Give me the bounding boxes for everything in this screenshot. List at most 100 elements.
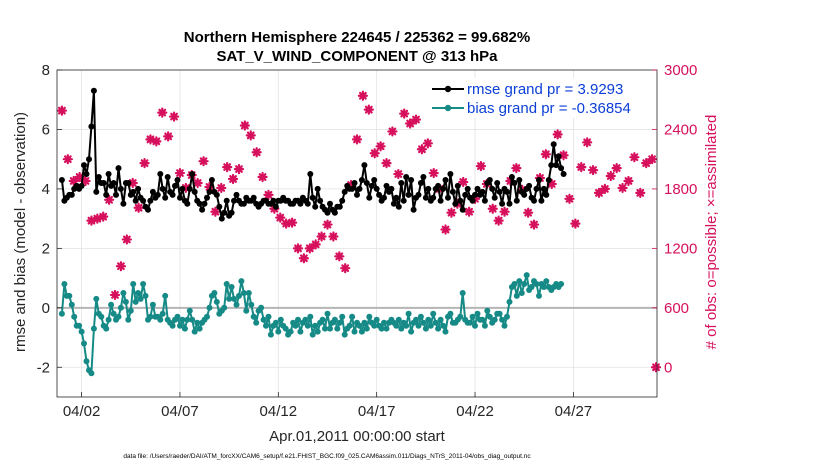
- series-lines: [58, 87, 567, 377]
- series-1-point-137: [395, 316, 402, 323]
- obs-marker-32: [245, 130, 256, 141]
- series-0-point-48: [177, 194, 183, 201]
- series-0-point-24: [117, 185, 124, 192]
- series-1-point-189: [523, 272, 530, 279]
- series-0-point-183: [508, 174, 515, 180]
- series-0-point-46: [172, 182, 178, 189]
- series-1-point-109: [327, 325, 333, 332]
- series-1-point-174: [486, 313, 493, 320]
- series-0-point-162: [457, 197, 464, 204]
- series-0-point-165: [464, 185, 471, 192]
- series-1-point-112: [334, 325, 341, 332]
- series-0-point-157: [445, 194, 451, 201]
- series-0-point-70: [231, 197, 237, 204]
- series-0-point-108: [324, 209, 331, 216]
- obs-marker-7: [98, 211, 109, 222]
- grid-lines: [57, 69, 657, 397]
- series-1-point-3: [66, 292, 73, 299]
- series-0-point-111: [331, 209, 338, 216]
- series-1-point-40: [157, 316, 164, 323]
- series-1-point-131: [381, 319, 387, 326]
- y-right-tick-label-2: 1200: [664, 240, 697, 257]
- series-0-point-53: [189, 171, 196, 177]
- obs-marker-24: [198, 156, 209, 167]
- series-1-point-45: [169, 322, 176, 329]
- series-1-point-4: [68, 301, 75, 308]
- obs-marker-84: [552, 129, 563, 140]
- series-0-point-103: [312, 203, 319, 210]
- series-1-point-1: [61, 281, 68, 287]
- series-1-point-31: [135, 290, 142, 296]
- series-0-point-120: [354, 191, 360, 198]
- series-1-point-50: [181, 325, 188, 332]
- series-1-point-75: [243, 307, 250, 314]
- x-tick-label-1: 04/07: [161, 403, 199, 420]
- series-1-point-193: [533, 281, 540, 287]
- series-0-point-118: [349, 185, 356, 192]
- obs-marker-82: [540, 149, 551, 160]
- obs-marker-60: [410, 114, 422, 125]
- series-0-point-202: [555, 153, 562, 160]
- series-0-point-148: [422, 194, 429, 201]
- series-1-point-96: [295, 316, 301, 323]
- series-0-point-139: [400, 197, 407, 204]
- series-1-point-62: [211, 290, 218, 296]
- series-1-point-69: [228, 284, 235, 290]
- series-1-point-84: [265, 313, 272, 320]
- y-right-tick-label-0: 0: [664, 359, 672, 376]
- obs-marker-46: [328, 231, 339, 242]
- series-1-point-19: [105, 316, 112, 323]
- series-1-point-108: [324, 310, 331, 317]
- series-0-point-163: [459, 206, 466, 213]
- series-1-point-101: [307, 313, 314, 320]
- series-1-point-132: [383, 325, 390, 332]
- series-0-point-121: [356, 185, 363, 192]
- obs-marker-74: [493, 215, 504, 226]
- series-0-point-175: [489, 185, 496, 192]
- series-1-point-114: [339, 313, 346, 320]
- chart-title-line2: SAT_V_WIND_COMPONENT @ 313 hPa: [216, 48, 498, 65]
- series-0-point-141: [405, 191, 412, 198]
- series-0-point-146: [417, 180, 424, 186]
- series-0-point-131: [381, 194, 387, 201]
- series-1-point-194: [536, 292, 542, 299]
- series-0-point-138: [398, 180, 405, 186]
- obs-marker-29: [227, 173, 239, 185]
- obs-marker-97: [629, 152, 640, 163]
- series-1-point-85: [267, 331, 274, 338]
- series-1-point-51: [184, 316, 191, 323]
- series-0-point-203: [558, 165, 565, 172]
- obs-marker-34: [257, 171, 268, 183]
- obs-marker-23: [192, 177, 203, 189]
- series-0-point-100: [304, 200, 311, 207]
- series-0-point-122: [358, 177, 365, 183]
- series-1-point-82: [260, 316, 267, 323]
- obs-marker-59: [405, 118, 416, 129]
- series-0-point-201: [553, 162, 560, 169]
- series-1-point-180: [501, 322, 508, 329]
- y-left-tick-label-0: -2: [37, 359, 50, 376]
- series-0-point-155: [440, 185, 447, 192]
- series-1-point-115: [341, 331, 348, 338]
- series-1-point-88: [275, 328, 282, 335]
- series-1-point-150: [427, 322, 434, 329]
- series-0-point-176: [491, 194, 498, 201]
- obs-marker-30: [233, 163, 245, 175]
- obs-marker-8: [104, 194, 115, 205]
- obs-marker-43: [310, 239, 321, 250]
- legend-label-bias: bias grand pr = -0.36854: [467, 100, 631, 117]
- series-1-point-55: [194, 319, 201, 326]
- series-0-point-0: [58, 177, 65, 183]
- x-axis-label: Apr.01,2011 00:00:00 start: [269, 428, 446, 445]
- series-1-point-36: [147, 313, 154, 320]
- series-0-point-18: [103, 191, 110, 198]
- series-1-point-186: [516, 278, 523, 285]
- series-1-point-103: [312, 322, 319, 329]
- series-1-point-178: [496, 310, 503, 317]
- x-axis-ticks: 04/02 04/07 04/12 04/17 04/22 04/27: [63, 392, 592, 420]
- obs-marker-35: [263, 189, 274, 200]
- series-0-point-169: [474, 185, 481, 192]
- obs-marker-47: [334, 251, 345, 262]
